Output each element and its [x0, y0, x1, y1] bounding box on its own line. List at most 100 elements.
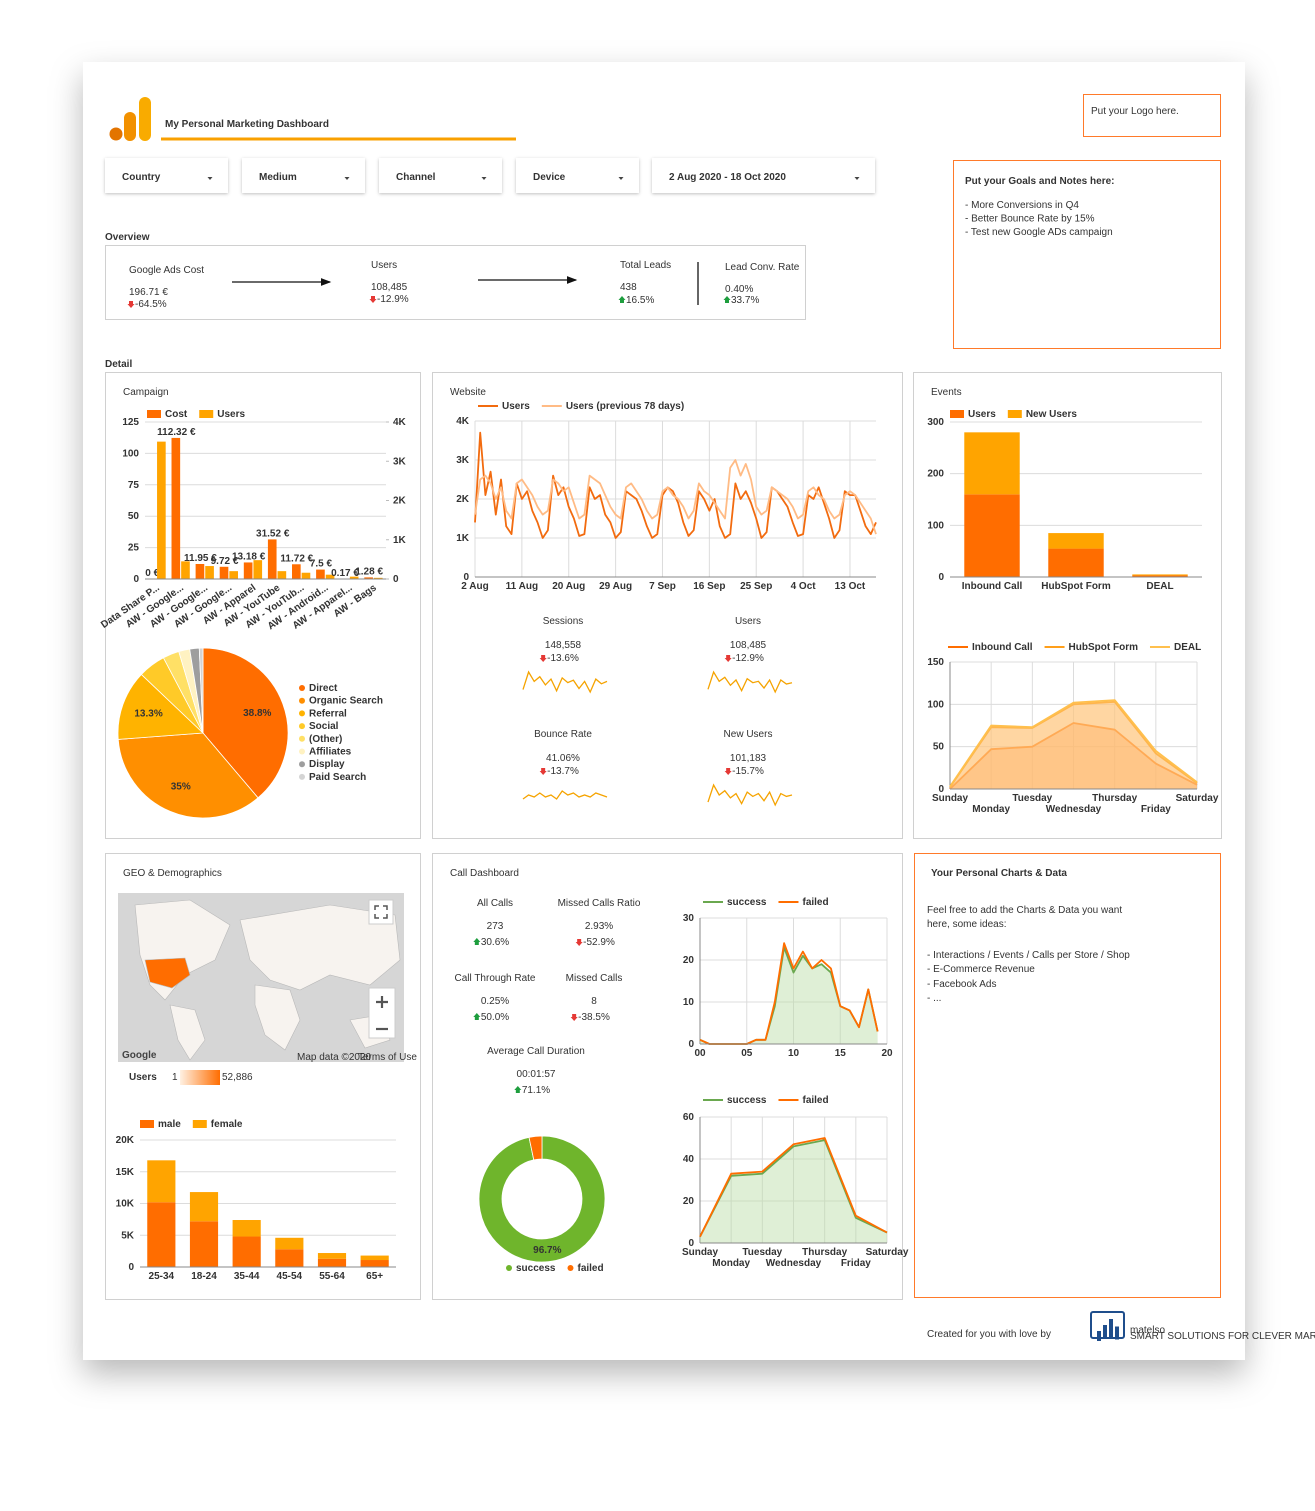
brand-logo-bar — [1097, 1331, 1101, 1341]
x-tick-label: Monday — [712, 1258, 750, 1269]
data-label: 96.7% — [533, 1245, 561, 1256]
map-legend-label: Users — [129, 1072, 157, 1083]
logo-bar — [139, 97, 151, 141]
line — [949, 722, 1198, 790]
overview-box — [105, 245, 806, 320]
legend-swatch — [299, 748, 305, 755]
legend-label: Users (previous 78 days) — [566, 401, 684, 412]
change-value: -64.5% — [135, 299, 167, 310]
x-tick-label: Inbound Call — [962, 581, 1023, 592]
scorecard-label: Average Call Duration — [487, 1046, 585, 1057]
chart: 0 5K 10K 15K 20K 25-34 18-24 35-44 45-54 55-64 65+… — [116, 1119, 396, 1282]
legend-label: Inbound Call — [972, 642, 1033, 653]
data-label: 11.72 € — [280, 553, 313, 564]
bar — [243, 562, 253, 579]
slice — [198, 647, 204, 734]
filter-box[interactable] — [379, 158, 502, 193]
dashboard-title: My Personal Marketing Dashboard — [165, 119, 329, 130]
notes-box — [953, 160, 1221, 349]
map-legend-min: 1 — [172, 1072, 178, 1083]
y-tick-label: 4K — [456, 416, 470, 427]
x-tick-label: 45-54 — [277, 1271, 303, 1282]
legend-label: New Users — [1026, 409, 1078, 420]
data-label: 0.17 € — [331, 568, 359, 579]
x-tick-label: 16 Sep — [693, 581, 725, 592]
filter-label: 2 Aug 2020 - 18 Oct 2020 — [669, 172, 786, 183]
legend-swatch — [1007, 410, 1022, 418]
y-tick-label: 200 — [927, 469, 944, 480]
filter-dropdown[interactable]: Country — [105, 158, 228, 193]
scorecard-value: 273 — [487, 921, 504, 932]
x-tick-label: 2 Aug — [461, 581, 488, 592]
filter-dropdown[interactable]: 2 Aug 2020 - 18 Oct 2020 — [652, 158, 875, 193]
filter-box[interactable] — [242, 158, 365, 193]
filter-dropdown[interactable]: Device — [516, 158, 639, 193]
y-tick-label: 50 — [933, 742, 945, 753]
map-terms: Terms of Use — [358, 1052, 417, 1063]
area — [950, 701, 1197, 789]
line — [949, 699, 1198, 788]
change-arrow — [575, 939, 583, 946]
data-label: 11.95 € — [184, 553, 217, 564]
scorecard-label: Sessions — [543, 616, 584, 627]
map-data: Map data ©2020 — [297, 1052, 372, 1063]
personal-line: - Facebook Ads — [927, 979, 996, 990]
map-land — [239, 904, 401, 991]
map-legend-max: 52,886 — [222, 1072, 253, 1083]
bar-segment — [964, 432, 1020, 495]
sparkline — [522, 790, 608, 800]
filter-dropdown[interactable]: Channel — [379, 158, 502, 193]
change-arrow — [473, 1013, 481, 1020]
legend-label: success — [727, 1095, 767, 1106]
x-tick-label: Friday — [1141, 804, 1171, 815]
data-label: 9.72 € — [211, 556, 239, 567]
map-fullscreen[interactable] — [368, 899, 394, 925]
data-label: 0 € — [145, 568, 159, 579]
filter-box[interactable] — [652, 158, 875, 193]
y-tick-label: 1K — [456, 533, 470, 544]
filter-caret — [207, 177, 213, 180]
area — [950, 700, 1197, 789]
metric-value: 108,485 — [371, 282, 408, 293]
legend-label: success — [727, 897, 767, 908]
area — [700, 1140, 887, 1243]
change-arrow — [473, 938, 481, 945]
filter-dropdown[interactable]: Medium — [242, 158, 365, 193]
data-label: 35% — [171, 781, 191, 792]
legend-label: Referral — [309, 708, 347, 719]
bar — [181, 561, 190, 579]
sparkline — [707, 670, 793, 694]
y-tick-label: 20 — [683, 1196, 695, 1207]
filter-box[interactable] — [516, 158, 639, 193]
map-zoom[interactable] — [368, 987, 396, 1039]
y2-tick-label: 3K — [393, 456, 407, 467]
change-value: -15.7% — [732, 766, 764, 777]
scorecard-value: 0.25% — [481, 996, 509, 1007]
change-arrow — [369, 296, 377, 303]
bar — [171, 437, 181, 579]
y-tick-label: 0 — [688, 1039, 694, 1050]
bar-segment — [360, 1255, 389, 1261]
chart: 38.8% 35% 13.3% Direct Organic SearchReferra… — [117, 647, 383, 819]
change-value: 16.5% — [626, 295, 654, 306]
legend-label: Users — [502, 401, 530, 412]
slice — [528, 1135, 543, 1161]
filter-label: Channel — [396, 172, 436, 183]
filter-label: Device — [533, 172, 566, 183]
y-tick-label: 5K — [121, 1230, 135, 1241]
metric-value: 438 — [620, 282, 637, 293]
y-tick-label: 10K — [116, 1199, 135, 1210]
logo-placeholder-text: Put your Logo here. — [1091, 106, 1179, 117]
legend-label: male — [158, 1119, 181, 1130]
change-value: 33.7% — [731, 295, 759, 306]
x-tick-label: 13 Oct — [835, 581, 866, 592]
bar — [253, 560, 263, 579]
filter-box[interactable] — [105, 158, 228, 193]
personal-line: - ... — [927, 993, 941, 1004]
brand-logo — [1090, 1311, 1125, 1339]
data-label: 13.18 € — [232, 551, 266, 562]
change-value: -12.9% — [732, 653, 764, 664]
legend-swatch — [299, 773, 305, 780]
chart: 0 20 40 60 SundayMondayTuesdayWednesdayThurs… — [682, 1095, 909, 1269]
x-tick-label: 55-64 — [319, 1271, 345, 1282]
